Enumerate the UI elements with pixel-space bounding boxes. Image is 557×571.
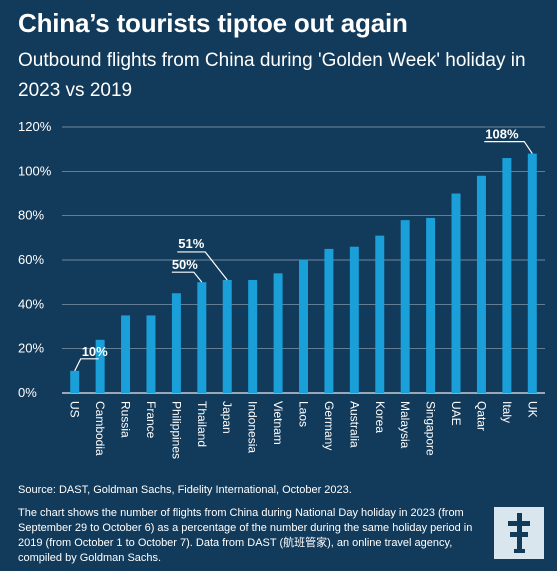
bar-malaysia bbox=[400, 220, 410, 393]
chart-footnote: The chart shows the number of flights fr… bbox=[18, 507, 473, 564]
bar-singapore bbox=[426, 217, 436, 393]
bar-qatar bbox=[476, 175, 486, 393]
y-tick-label: 60% bbox=[18, 252, 44, 267]
x-tick-label: Italy bbox=[500, 401, 514, 423]
annotation-label: 50% bbox=[172, 257, 198, 272]
bar-philippines bbox=[171, 293, 181, 393]
x-tick-label: US bbox=[68, 401, 82, 418]
x-tick-label: Korea bbox=[373, 401, 387, 433]
y-tick-label: 120% bbox=[18, 119, 52, 134]
bar-thailand bbox=[197, 282, 207, 393]
annotation-leader bbox=[484, 141, 533, 154]
y-tick-label: 40% bbox=[18, 296, 44, 311]
y-tick-label: 20% bbox=[18, 341, 44, 356]
y-tick-label: 0% bbox=[18, 385, 37, 400]
x-tick-label: Malaysia bbox=[398, 401, 412, 449]
x-tick-label: Germany bbox=[322, 401, 336, 450]
bar-us bbox=[70, 370, 80, 393]
x-tick-label: Vietnam bbox=[271, 401, 285, 445]
x-tick-label: Laos bbox=[297, 401, 311, 427]
annotations: 10% 50% 51% 108% bbox=[74, 127, 533, 372]
x-tick-label: Thailand bbox=[195, 401, 209, 447]
annotation-leader bbox=[74, 358, 99, 372]
bar-korea bbox=[375, 235, 385, 393]
bar-germany bbox=[324, 248, 334, 393]
bar-italy bbox=[502, 158, 512, 393]
x-tick-label: Cambodia bbox=[93, 401, 107, 456]
x-tick-label: Australia bbox=[347, 401, 361, 448]
chart-title: China’s tourists tiptoe out again bbox=[18, 8, 408, 38]
bar-laos bbox=[299, 260, 308, 393]
bar-uk bbox=[527, 153, 537, 393]
bar-cambodia bbox=[95, 339, 105, 393]
y-tick-label: 100% bbox=[18, 163, 52, 178]
source-note: Source: DAST, Goldman Sachs, Fidelity In… bbox=[18, 484, 352, 496]
bar-japan bbox=[222, 279, 232, 393]
x-tick-label: Qatar bbox=[474, 401, 488, 431]
bars bbox=[70, 153, 537, 393]
y-tick-label: 80% bbox=[18, 208, 44, 223]
bar-france bbox=[146, 315, 156, 393]
bar-indonesia bbox=[248, 279, 258, 393]
x-tick-label: Japan bbox=[220, 401, 234, 434]
bar-australia bbox=[349, 246, 359, 393]
annotation-label: 10% bbox=[82, 344, 108, 359]
x-tick-label: Singapore bbox=[424, 401, 438, 456]
bar-uae bbox=[451, 193, 461, 393]
bar-vietnam bbox=[273, 273, 283, 393]
annotation-label: 51% bbox=[178, 236, 204, 251]
annotation-leader bbox=[171, 271, 203, 283]
chart-subtitle: Outbound flights from China during 'Gold… bbox=[18, 50, 526, 101]
fidelity-logo-icon bbox=[494, 507, 544, 559]
x-axis-tick-labels: US Cambodia Russia France Philippines Thailan… bbox=[68, 401, 540, 459]
y-axis-tick-labels: 0% 20% 40% 60% 80% 100% 120% bbox=[18, 119, 52, 400]
x-tick-label: France bbox=[144, 401, 158, 439]
x-tick-label: Philippines bbox=[169, 401, 183, 459]
x-tick-label: Russia bbox=[119, 401, 133, 438]
bar-chart: 0% 20% 40% 60% 80% 100% 120% US Cambodia Russia F… bbox=[18, 119, 545, 459]
bar-russia bbox=[121, 315, 131, 393]
annotation-leader bbox=[177, 251, 228, 281]
x-tick-label: Indonesia bbox=[246, 401, 260, 453]
annotation-label: 108% bbox=[485, 127, 519, 142]
x-tick-label: UK bbox=[525, 401, 539, 418]
x-tick-label: UAE bbox=[449, 401, 463, 426]
